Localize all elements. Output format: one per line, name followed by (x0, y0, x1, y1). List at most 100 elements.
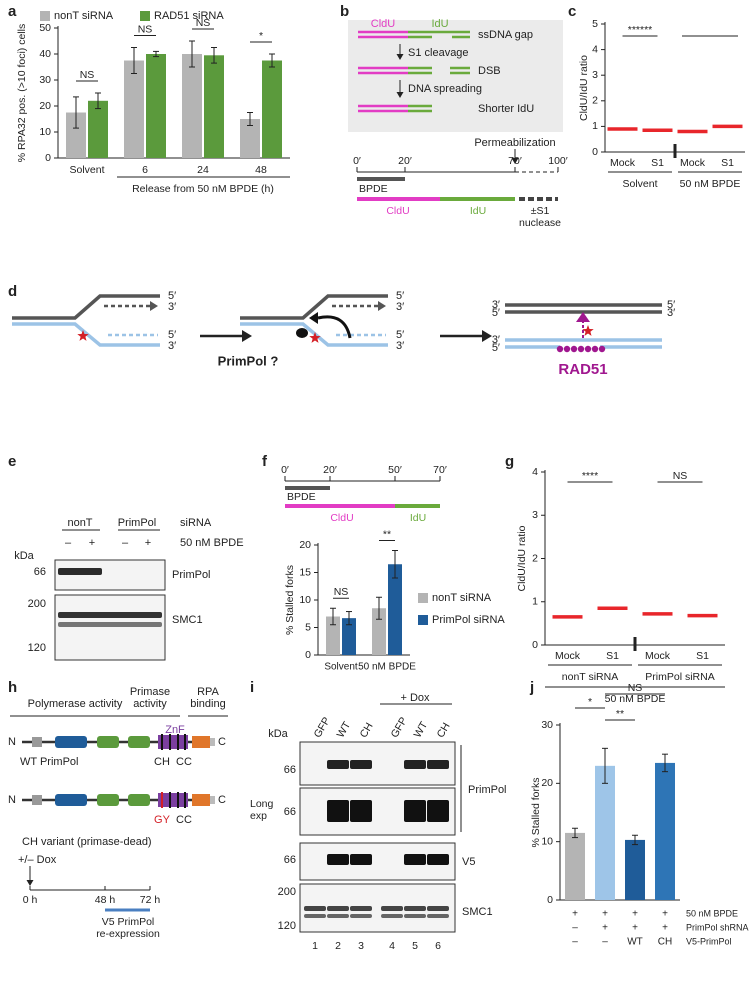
table-cell: + (602, 909, 608, 920)
label: 66 (284, 806, 296, 818)
x-axis-label: 50 nM BPDE (605, 693, 666, 705)
significance-label: NS (138, 23, 153, 35)
y-tick-label: 0 (547, 894, 553, 906)
y-tick-label: 5 (592, 18, 598, 30)
band (304, 914, 326, 918)
y-tick-label: 40 (39, 48, 51, 60)
label: 66 (284, 764, 296, 776)
bar (146, 54, 166, 158)
label: 66 (284, 854, 296, 866)
table-cell: + (662, 923, 668, 934)
label: Permeabilization (474, 137, 555, 149)
panel-letter: a (8, 3, 17, 20)
lane-label: WT (335, 719, 354, 740)
label: ±S1 (531, 205, 550, 217)
schematic-box (348, 20, 563, 132)
band (404, 914, 426, 918)
x-tick-label: Mock (680, 157, 706, 169)
significance-label: * (259, 30, 263, 42)
label: PrimPol (172, 569, 211, 581)
label: siRNA (180, 517, 212, 529)
label: 72 h (140, 894, 161, 906)
label: 3′ (168, 340, 176, 352)
label: CC (176, 814, 192, 826)
x-tick-label: Mock (645, 650, 671, 662)
bar (372, 608, 386, 655)
table-row-label: V5-PrimPol (686, 936, 732, 946)
bar (262, 60, 282, 158)
y-tick-label: 4 (592, 43, 598, 55)
label: – (122, 537, 129, 549)
table-cell: – (572, 937, 578, 948)
label: CldU (371, 18, 396, 30)
x-tick-label: Mock (610, 157, 636, 169)
bar (388, 564, 402, 655)
domain (210, 796, 215, 804)
lane-label: CH (358, 721, 376, 740)
label: 3′ (492, 299, 500, 311)
lane-number: 3 (358, 940, 364, 952)
label: nuclease (519, 217, 561, 229)
label: BPDE (287, 491, 316, 503)
label: 3′ (667, 307, 675, 319)
label: 5′ (396, 329, 404, 341)
label: 0′ (281, 464, 289, 476)
y-tick-label: 30 (541, 719, 553, 731)
y-tick-label: 0 (592, 146, 598, 158)
label: 5′ (667, 299, 675, 311)
label: IdU (470, 205, 486, 217)
domain (97, 794, 119, 806)
rad51-monomer (591, 345, 599, 353)
bar (595, 765, 615, 900)
label: kDa (268, 728, 288, 740)
label: 3′ (168, 301, 176, 313)
band (381, 906, 403, 911)
significance-label: ** (383, 528, 391, 540)
x-axis-label: Release from 50 nM BPDE (h) (132, 183, 274, 195)
y-axis-label: CldU/IdU ratio (578, 55, 590, 121)
y-tick-label: 3 (592, 69, 598, 81)
band (427, 760, 449, 769)
table-cell: WT (627, 937, 643, 948)
band (350, 760, 372, 769)
label: N (8, 736, 16, 748)
time-label: 70′ (508, 155, 522, 167)
x-tick-label: Solvent (69, 164, 104, 176)
arrow-head (511, 158, 519, 164)
bar (655, 762, 675, 900)
y-tick-label: 10 (299, 594, 311, 606)
band (404, 854, 426, 865)
arrow-head (396, 54, 404, 60)
y-tick-label: 4 (532, 466, 538, 478)
y-tick-label: 20 (299, 539, 311, 551)
table-cell: + (632, 909, 638, 920)
label: exp (250, 810, 267, 822)
label: C (218, 794, 226, 806)
table-row-label: 50 nM BPDE (686, 908, 738, 918)
arrow-head (378, 301, 386, 311)
x-tick-label: Mock (555, 650, 581, 662)
lane-label: WT (412, 719, 431, 740)
y-tick-label: 1 (592, 120, 598, 132)
table-cell: + (662, 909, 668, 920)
x-tick-label: S1 (721, 157, 734, 169)
legend-label: nonT siRNA (54, 10, 114, 22)
y-tick-label: 10 (39, 126, 51, 138)
domain (32, 795, 42, 805)
y-tick-label: 10 (541, 835, 553, 847)
panel-letter: f (262, 453, 268, 470)
label: 5′ (168, 329, 176, 341)
bar (124, 60, 144, 158)
band (327, 800, 349, 822)
label: 5′ (168, 290, 176, 302)
domain (192, 794, 210, 806)
label: IdU (410, 512, 426, 524)
y-tick-label: 0 (532, 639, 538, 651)
band (58, 612, 162, 618)
panel-letter: c (568, 3, 576, 20)
panel-letter: j (529, 679, 534, 696)
band (381, 914, 403, 918)
y-axis-label: CldU/IdU ratio (516, 525, 528, 591)
bar (204, 55, 224, 158)
label: binding (190, 698, 225, 710)
